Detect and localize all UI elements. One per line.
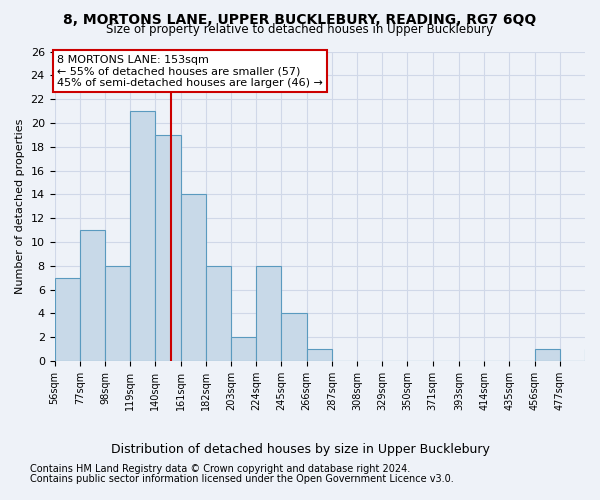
Bar: [181, 194, 206, 361]
Bar: [256, 266, 281, 361]
Text: Contains HM Land Registry data © Crown copyright and database right 2024.: Contains HM Land Registry data © Crown c…: [30, 464, 410, 474]
Bar: [55, 278, 80, 361]
Y-axis label: Number of detached properties: Number of detached properties: [15, 118, 25, 294]
Text: Distribution of detached houses by size in Upper Bucklebury: Distribution of detached houses by size …: [110, 442, 490, 456]
Bar: [535, 349, 560, 361]
Bar: [231, 337, 256, 361]
Bar: [206, 266, 231, 361]
Bar: [585, 349, 600, 361]
Text: Size of property relative to detached houses in Upper Bucklebury: Size of property relative to detached ho…: [106, 22, 494, 36]
Bar: [307, 349, 332, 361]
Bar: [105, 266, 130, 361]
Bar: [281, 314, 307, 361]
Bar: [80, 230, 105, 361]
Bar: [155, 135, 181, 361]
Text: Contains public sector information licensed under the Open Government Licence v3: Contains public sector information licen…: [30, 474, 454, 484]
Bar: [130, 111, 155, 361]
Text: 8 MORTONS LANE: 153sqm
← 55% of detached houses are smaller (57)
45% of semi-det: 8 MORTONS LANE: 153sqm ← 55% of detached…: [57, 54, 323, 88]
Text: 8, MORTONS LANE, UPPER BUCKLEBURY, READING, RG7 6QQ: 8, MORTONS LANE, UPPER BUCKLEBURY, READI…: [64, 12, 536, 26]
